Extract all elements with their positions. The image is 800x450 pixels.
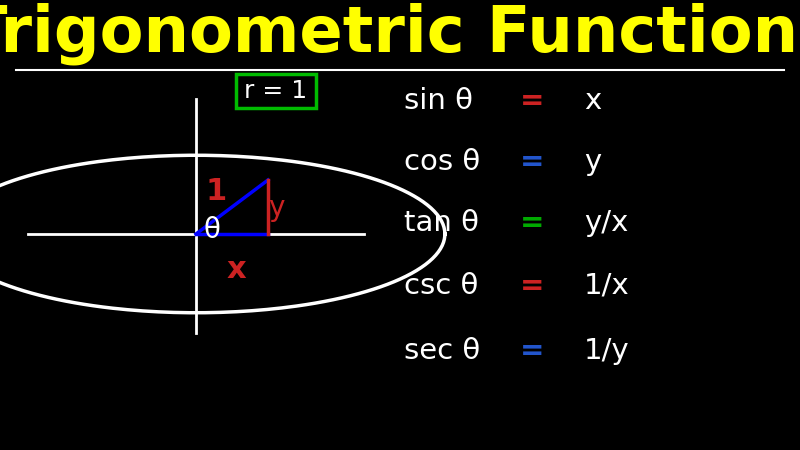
- Text: tan θ: tan θ: [404, 209, 479, 237]
- Text: y/x: y/x: [584, 209, 628, 237]
- Text: 1/x: 1/x: [584, 272, 630, 300]
- Bar: [236, 74, 316, 108]
- Text: y: y: [268, 194, 284, 222]
- Text: =: =: [520, 209, 544, 237]
- Text: =: =: [520, 272, 544, 300]
- Text: Trigonometric Functions: Trigonometric Functions: [0, 3, 800, 65]
- Text: x: x: [226, 256, 246, 284]
- Text: 1/y: 1/y: [584, 337, 630, 365]
- Text: cos θ: cos θ: [404, 148, 480, 176]
- Text: sec θ: sec θ: [404, 337, 480, 365]
- Text: 1: 1: [206, 177, 226, 206]
- Text: sin θ: sin θ: [404, 87, 473, 115]
- Text: x: x: [584, 87, 602, 115]
- Text: r = 1: r = 1: [245, 79, 307, 103]
- Text: =: =: [520, 148, 544, 176]
- Text: csc θ: csc θ: [404, 272, 478, 300]
- Text: =: =: [520, 87, 544, 115]
- Text: =: =: [520, 337, 544, 365]
- Text: y: y: [584, 148, 602, 176]
- Text: θ: θ: [203, 216, 221, 244]
